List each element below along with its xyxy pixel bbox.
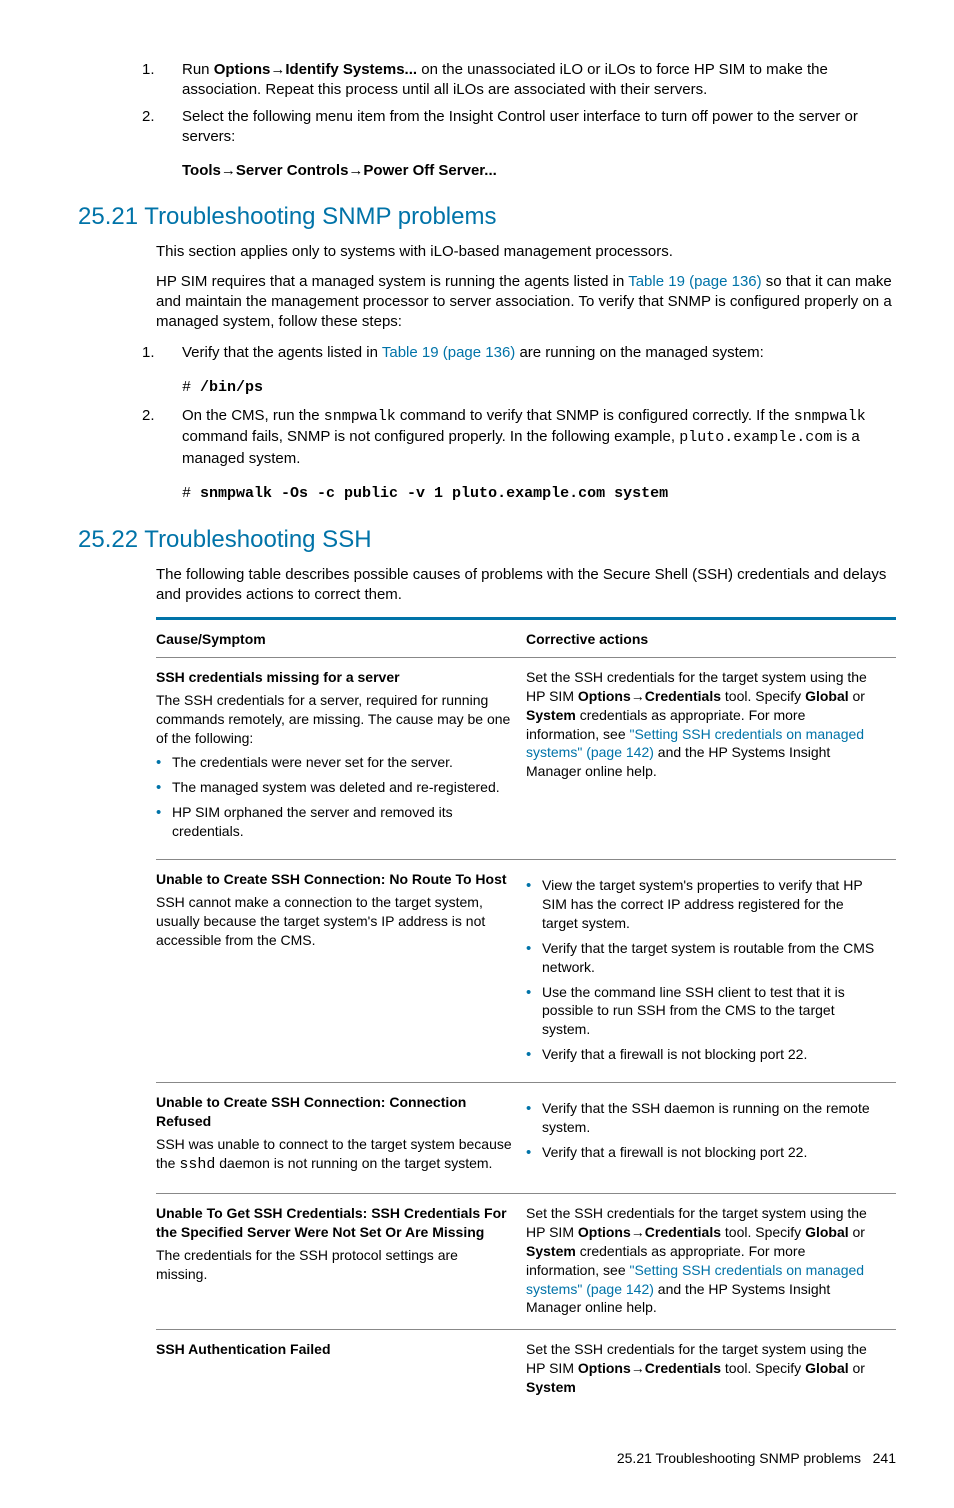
cause-title: Unable To Get SSH Credentials: SSH Crede…	[156, 1204, 512, 1242]
action-bullets: View the target system's properties to v…	[526, 876, 882, 1064]
section-para: The following table describes possible c…	[156, 565, 896, 606]
bullet-item: The managed system was deleted and re-re…	[156, 778, 512, 797]
cause-cell: Unable To Get SSH Credentials: SSH Crede…	[156, 1193, 526, 1329]
list-marker: 1.	[142, 60, 155, 80]
step-text: Run Options→Identify Systems... on the u…	[182, 61, 828, 98]
snmp-steps-list: 1. Verify that the agents listed in Tabl…	[142, 343, 896, 363]
action-bullets: Verify that the SSH daemon is running on…	[526, 1099, 882, 1162]
bullet-item: Verify that the SSH daemon is running on…	[526, 1099, 882, 1137]
action-cell: Set the SSH credentials for the target s…	[526, 1193, 896, 1329]
cause-desc: SSH was unable to connect to the target …	[156, 1135, 512, 1175]
code-command: # snmpwalk -Os -c public -v 1 pluto.exam…	[182, 483, 896, 504]
cause-title: SSH credentials missing for a server	[156, 668, 512, 687]
bullet-item: View the target system's properties to v…	[526, 876, 882, 933]
cause-cell: Unable to Create SSH Connection: No Rout…	[156, 860, 526, 1083]
cause-cell: SSH Authentication Failed	[156, 1330, 526, 1409]
list-marker: 2.	[142, 406, 155, 426]
bullet-item: Verify that the target system is routabl…	[526, 939, 882, 977]
footer-page-number: 241	[873, 1450, 896, 1466]
bullet-item: Use the command line SSH client to test …	[526, 983, 882, 1040]
cause-cell: Unable to Create SSH Connection: Connect…	[156, 1083, 526, 1194]
action-cell: Set the SSH credentials for the target s…	[526, 657, 896, 859]
table-row: SSH credentials missing for a server The…	[156, 657, 896, 859]
cause-title: Unable to Create SSH Connection: No Rout…	[156, 870, 512, 889]
cause-desc: SSH cannot make a connection to the targ…	[156, 893, 512, 950]
section-heading-snmp: 25.21 Troubleshooting SNMP problems	[78, 201, 896, 233]
table-row: Unable to Create SSH Connection: Connect…	[156, 1083, 896, 1194]
footer-section: 25.21 Troubleshooting SNMP problems	[617, 1450, 861, 1466]
action-cell: Set the SSH credentials for the target s…	[526, 1330, 896, 1409]
cause-desc: The SSH credentials for a server, requir…	[156, 691, 512, 748]
cause-cell: SSH credentials missing for a server The…	[156, 657, 526, 859]
action-cell: Verify that the SSH daemon is running on…	[526, 1083, 896, 1194]
menu-path: Tools→Server Controls→Power Off Server..…	[182, 161, 896, 181]
list-marker: 2.	[142, 107, 155, 127]
step-text: Select the following menu item from the …	[182, 108, 858, 145]
snmp-step-2: 2. On the CMS, run the snmpwalk command …	[142, 406, 896, 469]
intro-step-2: 2. Select the following menu item from t…	[142, 107, 896, 148]
intro-step-1: 1. Run Options→Identify Systems... on th…	[142, 60, 896, 101]
list-marker: 1.	[142, 343, 155, 363]
step-text: On the CMS, run the snmpwalk command to …	[182, 407, 866, 467]
snmp-steps-list-2: 2. On the CMS, run the snmpwalk command …	[142, 406, 896, 469]
bullet-item: The credentials were never set for the s…	[156, 753, 512, 772]
cause-bullets: The credentials were never set for the s…	[156, 753, 512, 841]
table-row: Unable to Create SSH Connection: No Rout…	[156, 860, 896, 1083]
table-link[interactable]: Table 19 (page 136)	[628, 273, 761, 290]
table-header-row: Cause/Symptom Corrective actions	[156, 619, 896, 658]
cause-title: Unable to Create SSH Connection: Connect…	[156, 1093, 512, 1131]
table-link[interactable]: Table 19 (page 136)	[382, 344, 515, 361]
action-cell: View the target system's properties to v…	[526, 860, 896, 1083]
section-para: This section applies only to systems wit…	[156, 242, 896, 262]
cause-title: SSH Authentication Failed	[156, 1340, 512, 1359]
intro-steps-list: 1. Run Options→Identify Systems... on th…	[142, 60, 896, 147]
bullet-item: HP SIM orphaned the server and removed i…	[156, 803, 512, 841]
table-header-cause: Cause/Symptom	[156, 619, 526, 658]
section-para: HP SIM requires that a managed system is…	[156, 272, 896, 333]
ssh-troubleshooting-table: Cause/Symptom Corrective actions SSH cre…	[156, 617, 896, 1409]
step-text: Verify that the agents listed in Table 1…	[182, 344, 764, 361]
bullet-item: Verify that a firewall is not blocking p…	[526, 1045, 882, 1064]
code-command: # /bin/ps	[182, 377, 896, 398]
document-page: 1. Run Options→Identify Systems... on th…	[0, 0, 954, 1508]
table-row: Unable To Get SSH Credentials: SSH Crede…	[156, 1193, 896, 1329]
bullet-item: Verify that a firewall is not blocking p…	[526, 1143, 882, 1162]
section-heading-ssh: 25.22 Troubleshooting SSH	[78, 524, 896, 556]
table-header-actions: Corrective actions	[526, 619, 896, 658]
cause-desc: The credentials for the SSH protocol set…	[156, 1246, 512, 1284]
snmp-step-1: 1. Verify that the agents listed in Tabl…	[142, 343, 896, 363]
page-footer: 25.21 Troubleshooting SNMP problems 241	[78, 1449, 896, 1468]
table-row: SSH Authentication Failed Set the SSH cr…	[156, 1330, 896, 1409]
